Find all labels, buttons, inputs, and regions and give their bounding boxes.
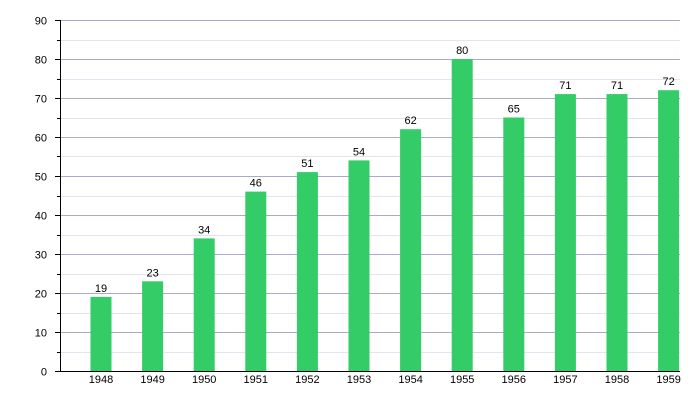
x-tick-label-1953: 1953 (347, 374, 371, 386)
data-label-1954: 62 (404, 115, 416, 127)
x-tick-label-1957: 1957 (553, 374, 577, 386)
bar-1954 (400, 129, 422, 371)
y-tick-label: 10 (35, 328, 47, 340)
bar-1949 (142, 281, 164, 371)
bars (90, 59, 680, 371)
data-label-1949: 23 (146, 267, 158, 279)
bar-1959 (658, 90, 680, 371)
x-tick-label-1958: 1958 (605, 374, 629, 386)
x-tick-label-1951: 1951 (244, 374, 268, 386)
bar-1957 (554, 94, 576, 371)
y-tick-label: 80 (35, 55, 47, 67)
bar-1952 (296, 172, 318, 371)
x-tick-label-1955: 1955 (450, 374, 474, 386)
grid (60, 20, 680, 353)
data-label-1953: 54 (353, 146, 365, 158)
data-label-1957: 71 (559, 80, 571, 92)
y-tick-label: 90 (35, 16, 47, 28)
y-tick-label: 0 (41, 367, 47, 379)
bar-1948 (90, 296, 112, 371)
bar-1950 (193, 238, 215, 371)
data-label-1958: 71 (611, 80, 623, 92)
y-axis: 0 10 20 30 40 50 60 70 80 90 (35, 16, 61, 379)
x-tick-label-1954: 1954 (398, 374, 422, 386)
y-tick-label: 40 (35, 211, 47, 223)
x-tick-label-1949: 1949 (140, 374, 164, 386)
x-tick-label-1952: 1952 (295, 374, 319, 386)
x-tick-label-1948: 1948 (89, 374, 113, 386)
data-label-1956: 65 (508, 104, 520, 116)
y-tick-label: 50 (35, 172, 47, 184)
data-labels: 19 23 34 46 51 54 62 80 65 71 71 72 (95, 45, 675, 295)
data-label-1955: 80 (456, 45, 468, 57)
x-tick-label-1950: 1950 (192, 374, 216, 386)
y-tick-label: 60 (35, 133, 47, 145)
bar-1955 (451, 59, 473, 371)
y-tick-label: 70 (35, 94, 47, 106)
data-label-1952: 51 (301, 158, 313, 170)
data-label-1950: 34 (198, 224, 210, 236)
bar-1951 (245, 191, 267, 371)
bar-1953 (348, 160, 370, 371)
x-tick-label-1956: 1956 (502, 374, 526, 386)
data-label-1951: 46 (250, 178, 262, 190)
data-label-1959: 72 (662, 76, 674, 88)
bar-1958 (606, 94, 628, 371)
y-tick-label: 30 (35, 250, 47, 262)
x-tick-label-1959: 1959 (656, 374, 680, 386)
y-tick-label: 20 (35, 289, 47, 301)
data-label-1948: 19 (95, 283, 107, 295)
bar-1956 (503, 117, 525, 371)
x-axis: 1948 1949 1950 1951 1952 1953 1954 1955 1956 1957… (60, 371, 681, 386)
